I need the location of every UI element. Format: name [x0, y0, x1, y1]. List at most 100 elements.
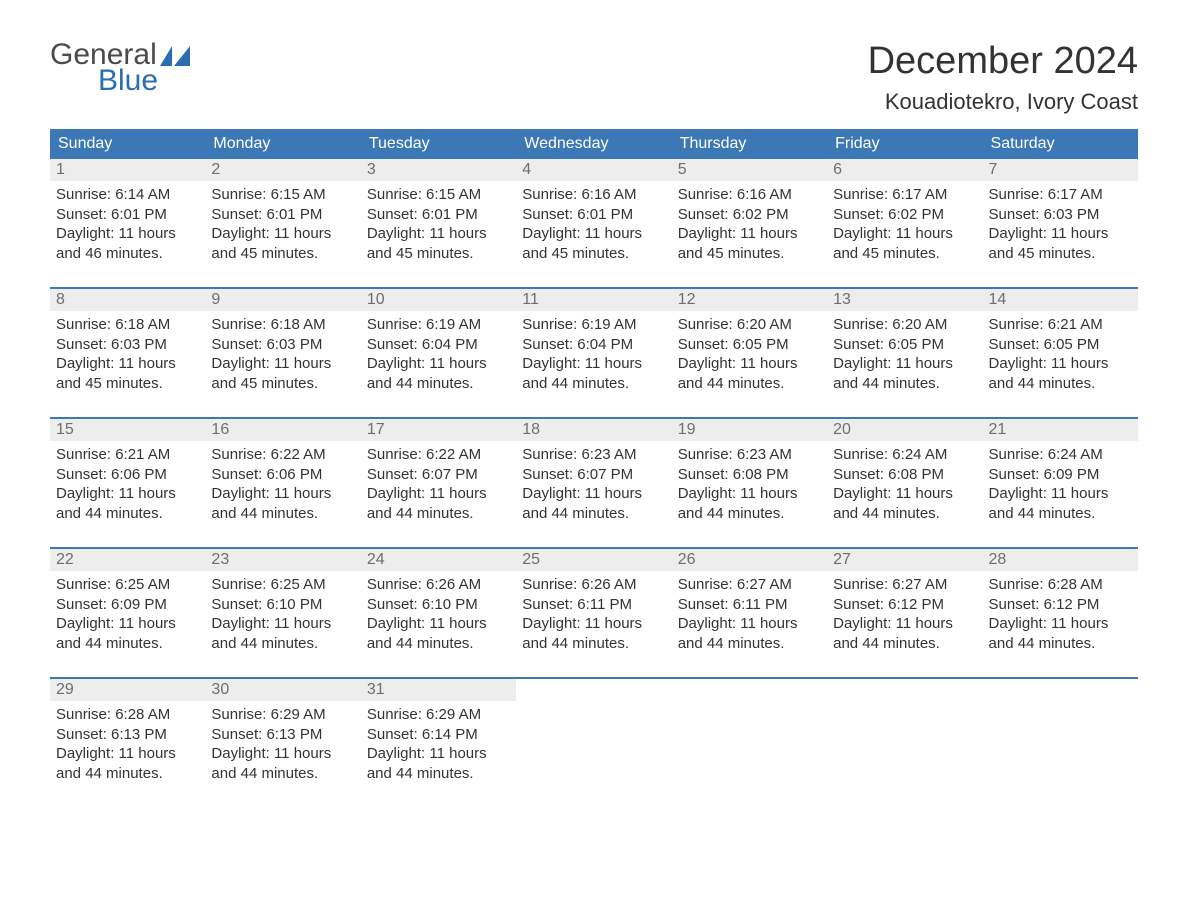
sunset-text: Sunset: 6:10 PM [211, 595, 354, 615]
sunset-text: Sunset: 6:03 PM [211, 335, 354, 355]
sunset-text: Sunset: 6:08 PM [678, 465, 821, 485]
day-number: 26 [678, 551, 696, 568]
sunrise-text: Sunrise: 6:18 AM [56, 315, 199, 335]
daylight-line2: and 45 minutes. [367, 244, 510, 264]
daylight-line1: Daylight: 11 hours [833, 614, 976, 634]
weekday-header: Sunday [50, 129, 205, 159]
day-cell: 13Sunrise: 6:20 AMSunset: 6:05 PMDayligh… [827, 289, 982, 403]
daylight-line1: Daylight: 11 hours [211, 744, 354, 764]
daylight-line2: and 45 minutes. [56, 374, 199, 394]
sunrise-text: Sunrise: 6:26 AM [522, 575, 665, 595]
daylight-line1: Daylight: 11 hours [56, 354, 199, 374]
day-cell: 27Sunrise: 6:27 AMSunset: 6:12 PMDayligh… [827, 549, 982, 663]
daylight-line2: and 44 minutes. [56, 504, 199, 524]
day-number-row: 21 [983, 419, 1138, 441]
day-body: Sunrise: 6:17 AMSunset: 6:03 PMDaylight:… [983, 181, 1138, 273]
daylight-line1: Daylight: 11 hours [989, 614, 1132, 634]
day-number-row: 7 [983, 159, 1138, 181]
month-title: December 2024 [868, 40, 1138, 83]
sunrise-text: Sunrise: 6:20 AM [833, 315, 976, 335]
sunset-text: Sunset: 6:14 PM [367, 725, 510, 745]
sunrise-text: Sunrise: 6:26 AM [367, 575, 510, 595]
calendar-week: 15Sunrise: 6:21 AMSunset: 6:06 PMDayligh… [50, 417, 1138, 533]
day-body: Sunrise: 6:19 AMSunset: 6:04 PMDaylight:… [516, 311, 671, 403]
daylight-line1: Daylight: 11 hours [522, 354, 665, 374]
day-body: Sunrise: 6:26 AMSunset: 6:10 PMDaylight:… [361, 571, 516, 663]
calendar-week: 8Sunrise: 6:18 AMSunset: 6:03 PMDaylight… [50, 287, 1138, 403]
day-body: Sunrise: 6:28 AMSunset: 6:13 PMDaylight:… [50, 701, 205, 793]
day-cell: 3 Sunrise: 6:15 AMSunset: 6:01 PMDaylight… [361, 159, 516, 273]
sunrise-text: Sunrise: 6:20 AM [678, 315, 821, 335]
sunrise-text: Sunrise: 6:21 AM [56, 445, 199, 465]
sunrise-text: Sunrise: 6:17 AM [989, 185, 1132, 205]
sunrise-text: Sunrise: 6:16 AM [678, 185, 821, 205]
day-number: 14 [989, 291, 1007, 308]
day-number: 29 [56, 681, 74, 698]
day-number: 13 [833, 291, 851, 308]
sunset-text: Sunset: 6:03 PM [56, 335, 199, 355]
calendar-week: 1Sunrise: 6:14 AMSunset: 6:01 PMDaylight… [50, 159, 1138, 273]
daylight-line2: and 44 minutes. [56, 634, 199, 654]
daylight-line2: and 44 minutes. [367, 374, 510, 394]
day-body: Sunrise: 6:15 AMSunset: 6:01 PMDaylight:… [361, 181, 516, 273]
day-number-row: 27 [827, 549, 982, 571]
sunset-text: Sunset: 6:09 PM [989, 465, 1132, 485]
daylight-line1: Daylight: 11 hours [833, 484, 976, 504]
sunset-text: Sunset: 6:13 PM [211, 725, 354, 745]
day-number: 30 [211, 681, 229, 698]
sunrise-text: Sunrise: 6:25 AM [211, 575, 354, 595]
day-number-row: 31 [361, 679, 516, 701]
day-cell: 22Sunrise: 6:25 AMSunset: 6:09 PMDayligh… [50, 549, 205, 663]
day-number-row: 23 [205, 549, 360, 571]
daylight-line2: and 44 minutes. [833, 504, 976, 524]
day-number: 7 [989, 161, 998, 178]
daylight-line1: Daylight: 11 hours [367, 614, 510, 634]
day-number: 31 [367, 681, 385, 698]
day-number: 22 [56, 551, 74, 568]
sunrise-text: Sunrise: 6:28 AM [989, 575, 1132, 595]
weekday-header: Wednesday [516, 129, 671, 159]
day-cell: 17Sunrise: 6:22 AMSunset: 6:07 PMDayligh… [361, 419, 516, 533]
day-number: 11 [522, 291, 539, 308]
daylight-line1: Daylight: 11 hours [989, 354, 1132, 374]
day-number: 27 [833, 551, 851, 568]
day-number-row: 11 [516, 289, 671, 311]
sunrise-text: Sunrise: 6:23 AM [678, 445, 821, 465]
daylight-line2: and 44 minutes. [367, 634, 510, 654]
day-cell [827, 679, 982, 793]
daylight-line2: and 44 minutes. [989, 504, 1132, 524]
day-number-row: 26 [672, 549, 827, 571]
day-number-row: 22 [50, 549, 205, 571]
daylight-line2: and 44 minutes. [367, 764, 510, 784]
sunset-text: Sunset: 6:07 PM [522, 465, 665, 485]
daylight-line2: and 44 minutes. [678, 374, 821, 394]
daylight-line2: and 45 minutes. [989, 244, 1132, 264]
daylight-line2: and 45 minutes. [678, 244, 821, 264]
daylight-line1: Daylight: 11 hours [56, 614, 199, 634]
day-number: 10 [367, 291, 385, 308]
sunset-text: Sunset: 6:05 PM [833, 335, 976, 355]
day-cell: 5Sunrise: 6:16 AMSunset: 6:02 PMDaylight… [672, 159, 827, 273]
day-number-row: 25 [516, 549, 671, 571]
daylight-line2: and 44 minutes. [56, 764, 199, 784]
weekday-header: Friday [827, 129, 982, 159]
location: Kouadiotekro, Ivory Coast [868, 89, 1138, 115]
sunset-text: Sunset: 6:01 PM [367, 205, 510, 225]
day-number-row: 15 [50, 419, 205, 441]
day-number-row: 6 [827, 159, 982, 181]
daylight-line2: and 45 minutes. [211, 374, 354, 394]
weekday-header: Tuesday [361, 129, 516, 159]
sunrise-text: Sunrise: 6:24 AM [833, 445, 976, 465]
daylight-line1: Daylight: 11 hours [211, 484, 354, 504]
daylight-line2: and 44 minutes. [989, 374, 1132, 394]
sunset-text: Sunset: 6:11 PM [522, 595, 665, 615]
sunrise-text: Sunrise: 6:15 AM [367, 185, 510, 205]
day-body: Sunrise: 6:28 AMSunset: 6:12 PMDaylight:… [983, 571, 1138, 663]
day-body: Sunrise: 6:18 AMSunset: 6:03 PMDaylight:… [205, 311, 360, 403]
daylight-line1: Daylight: 11 hours [989, 224, 1132, 244]
day-number: 3 [367, 161, 376, 178]
header: General Blue December 2024 Kouadiotekro,… [50, 40, 1138, 115]
day-number: 19 [678, 421, 696, 438]
day-number-row: 17 [361, 419, 516, 441]
day-body: Sunrise: 6:18 AMSunset: 6:03 PMDaylight:… [50, 311, 205, 403]
